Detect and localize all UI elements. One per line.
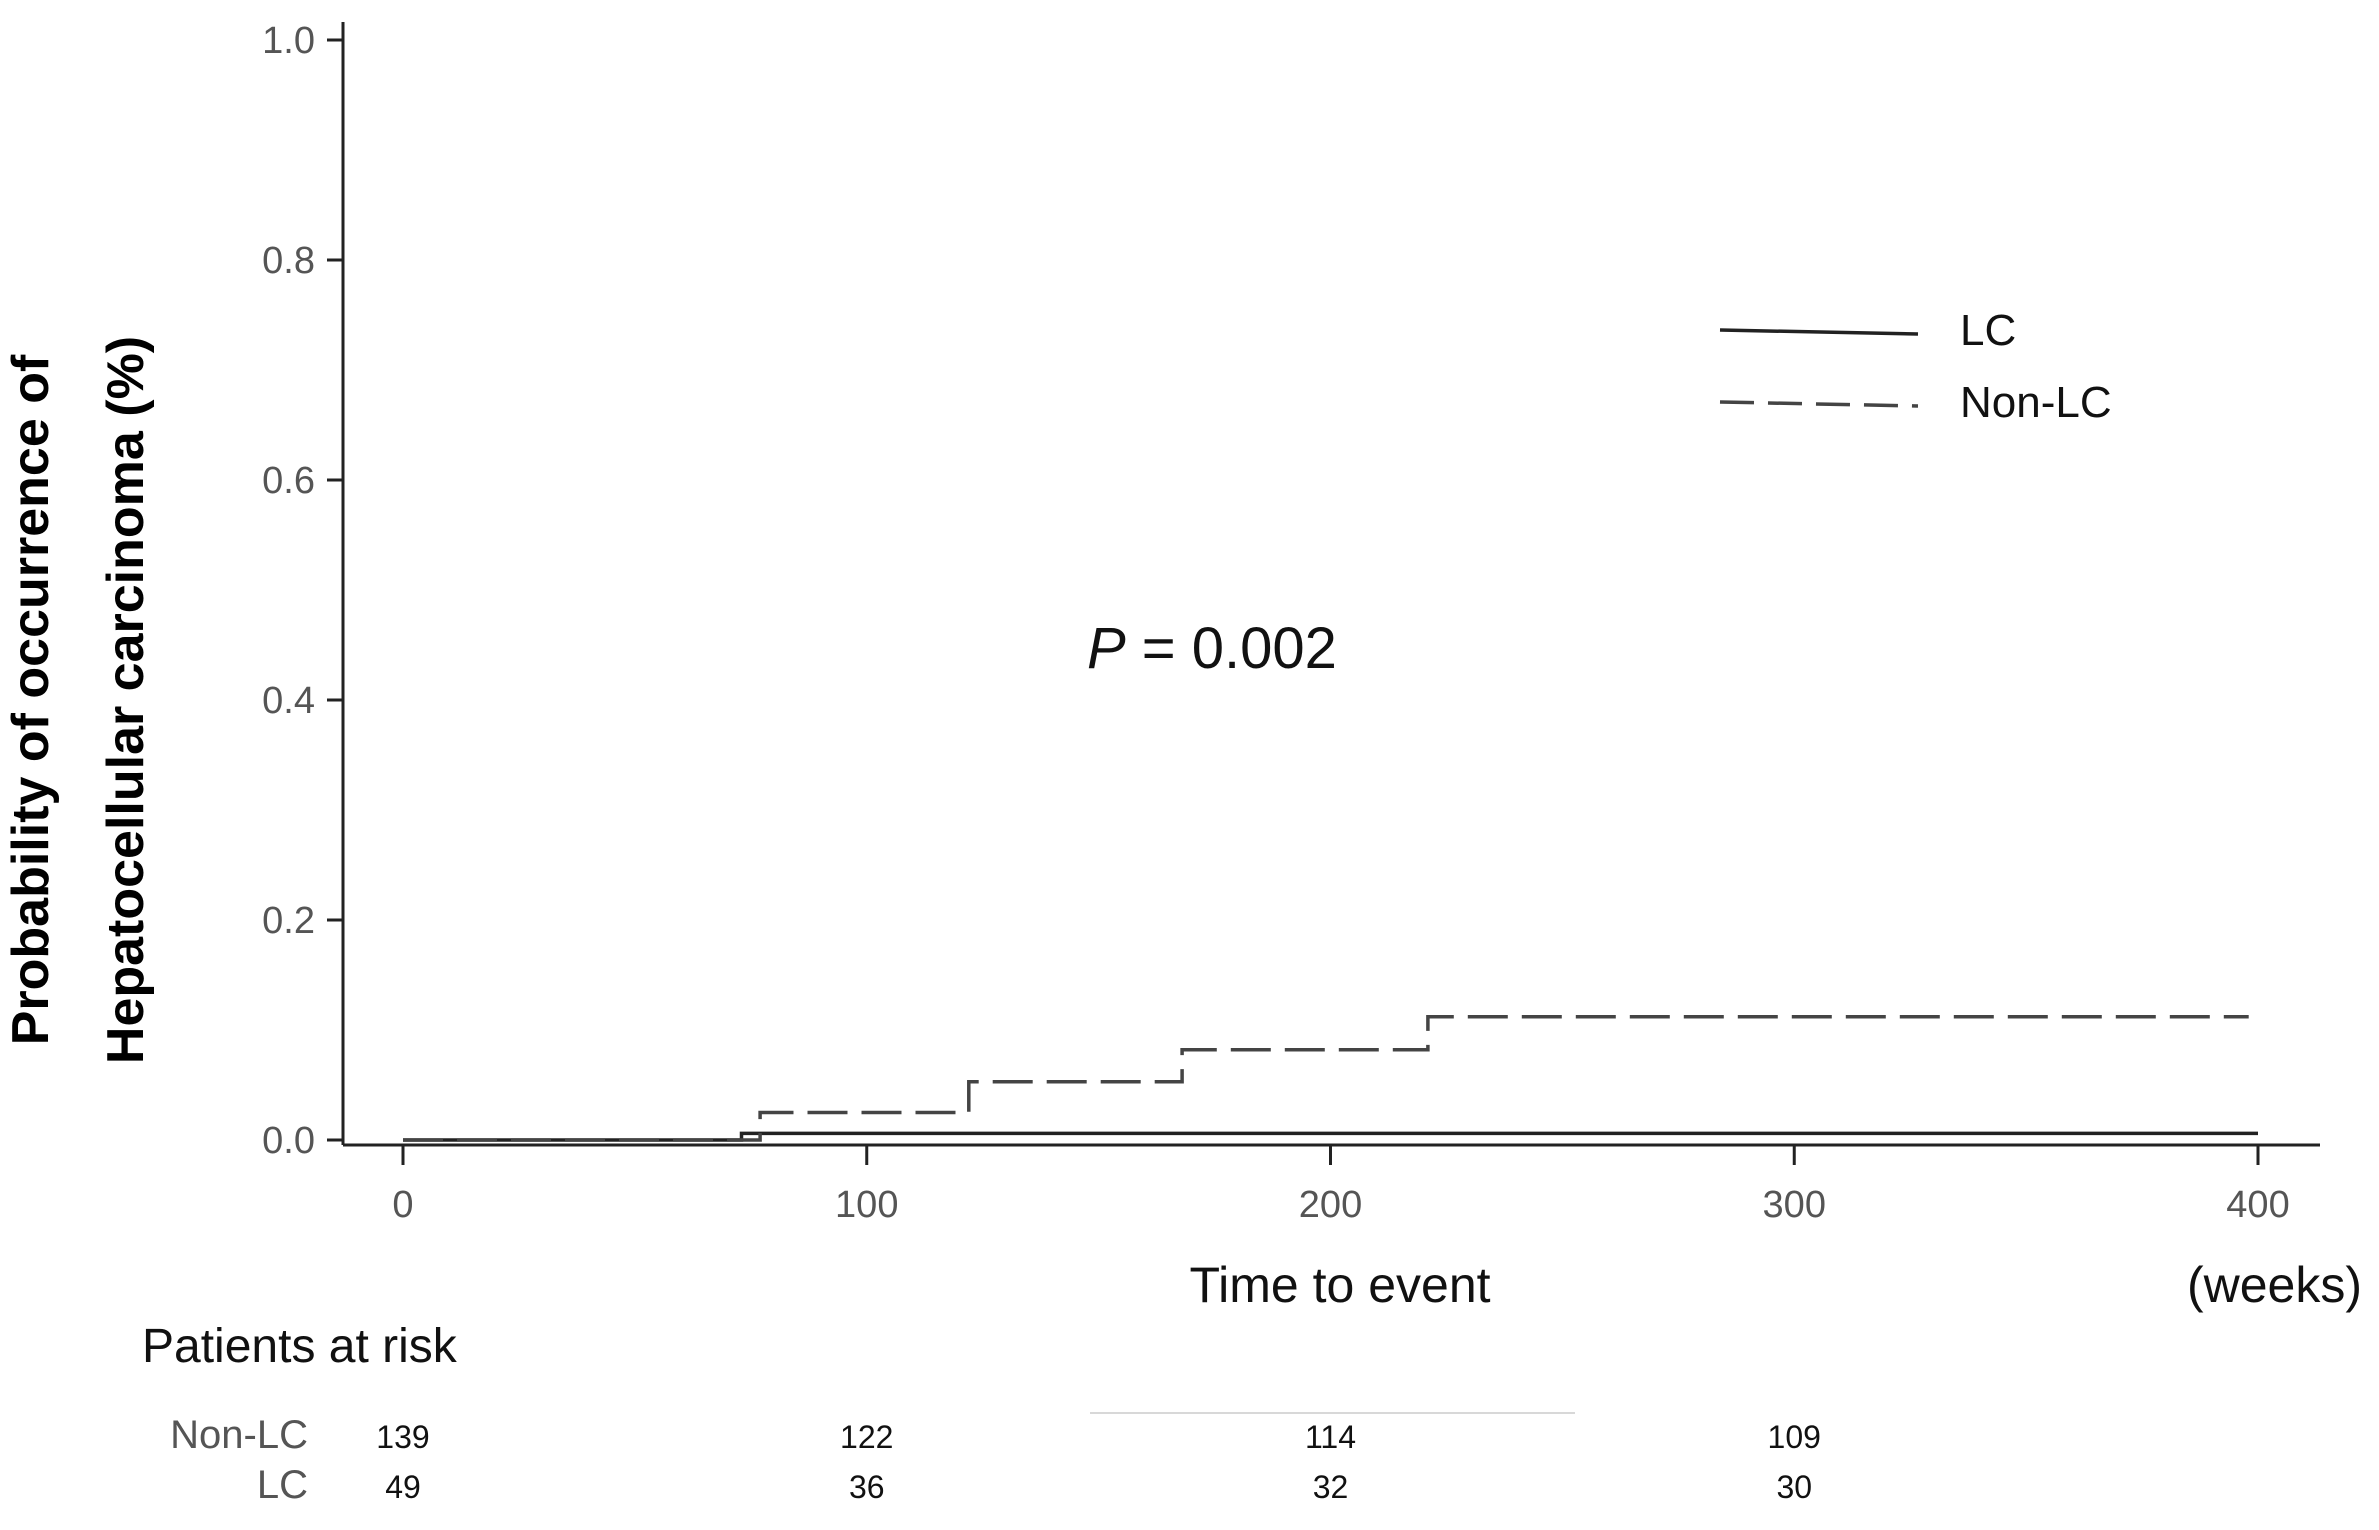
legend-label: Non-LC bbox=[1960, 378, 2112, 427]
risk-table-count: 122 bbox=[840, 1419, 893, 1455]
risk-table-count: 109 bbox=[1768, 1419, 1821, 1455]
x-tick-label: 200 bbox=[1299, 1184, 1362, 1226]
risk-table-group-label: Non-LC bbox=[170, 1413, 308, 1457]
y-tick-label: 0.8 bbox=[262, 240, 315, 282]
y-tick-label: 0.0 bbox=[262, 1120, 315, 1162]
series-line-non-lc bbox=[403, 1015, 2249, 1142]
risk-table-count: 30 bbox=[1776, 1469, 1812, 1505]
x-axis-label: Time to event bbox=[1189, 1257, 1490, 1313]
p-value-text: = 0.002 bbox=[1126, 616, 1337, 681]
legend-swatch-lc bbox=[1719, 328, 1919, 336]
p-value-symbol: P bbox=[1087, 616, 1126, 681]
x-axis-unit: (weeks) bbox=[2187, 1257, 2362, 1313]
risk-table-count: 36 bbox=[849, 1469, 885, 1505]
y-tick-label: 1.0 bbox=[262, 20, 315, 62]
legend-swatch-non-lc bbox=[1719, 400, 1919, 408]
risk-table-title: Patients at risk bbox=[142, 1320, 458, 1373]
risk-table-group-label: LC bbox=[257, 1463, 308, 1507]
risk-table-count: 32 bbox=[1313, 1469, 1349, 1505]
y-axis-label: Probability of occurrence of bbox=[2, 354, 60, 1045]
x-tick-label: 400 bbox=[2226, 1184, 2289, 1226]
legend-label: LC bbox=[1960, 306, 2016, 355]
y-tick-label: 0.6 bbox=[262, 460, 315, 502]
p-value-annotation: P = 0.002 bbox=[1087, 616, 1337, 681]
y-axis-label: Hepatocellular carcinoma (%) bbox=[97, 336, 155, 1064]
risk-table-count: 114 bbox=[1305, 1419, 1356, 1455]
x-tick-label: 100 bbox=[835, 1184, 898, 1226]
y-tick-label: 0.2 bbox=[262, 900, 315, 942]
risk-table-count: 49 bbox=[385, 1469, 421, 1505]
y-tick-label: 0.4 bbox=[262, 680, 315, 722]
risk-table-count: 139 bbox=[376, 1419, 429, 1455]
x-tick-label: 300 bbox=[1763, 1184, 1826, 1226]
x-tick-label: 0 bbox=[392, 1184, 413, 1226]
